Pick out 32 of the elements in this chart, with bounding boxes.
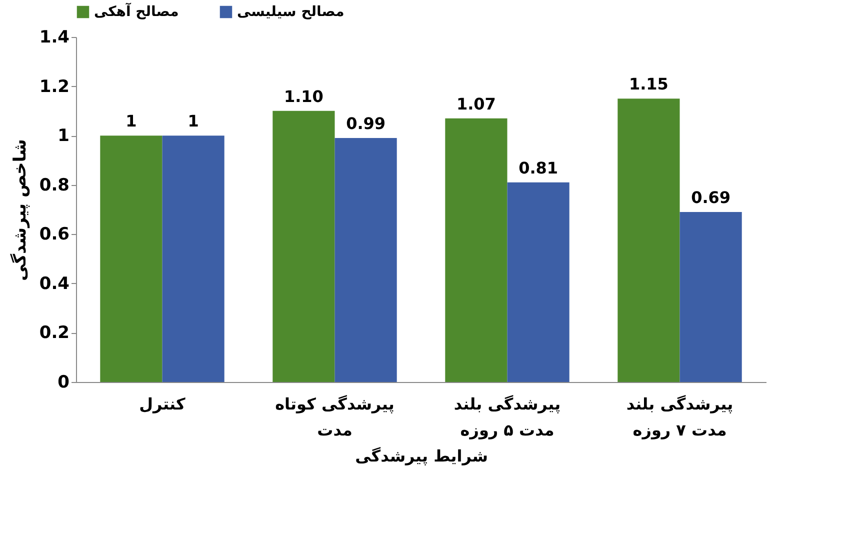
- y-axis-title: شاخص پیرشدگی: [9, 139, 30, 281]
- y-tick-label: 1.2: [39, 76, 70, 97]
- legend-label: مصالح سیلیسی: [237, 4, 344, 20]
- data-label: 0.69: [691, 188, 731, 207]
- bar: [334, 138, 397, 382]
- x-tick-label: پیرشدگی کوتاه مدت: [275, 394, 394, 440]
- y-tick-label: 0.6: [39, 224, 70, 245]
- data-label: 1.07: [456, 94, 496, 114]
- data-label: 1: [188, 112, 199, 131]
- y-tick-label: 1.4: [39, 28, 70, 48]
- data-label: 0.99: [346, 114, 386, 134]
- bar: [680, 212, 742, 382]
- y-tick-label: 0.4: [39, 274, 70, 294]
- bar: [272, 110, 335, 382]
- y-tick-label: 0: [58, 372, 70, 392]
- bar: [162, 136, 224, 382]
- x-tick-label: پیرشدگی بلند مدت ۷ روزه: [626, 394, 734, 440]
- legend-label: مصالح آهکی: [94, 2, 179, 20]
- bar: [507, 182, 570, 382]
- data-label: 1.10: [284, 86, 324, 106]
- data-label: 1: [126, 112, 137, 131]
- bar: [100, 136, 162, 382]
- x-tick-label: کنترل: [139, 394, 186, 414]
- bar: [445, 118, 508, 382]
- y-tick-label: 0.2: [39, 323, 70, 344]
- x-tick-label: پیرشدگی بلند مدت ۵ روزه: [454, 394, 561, 440]
- x-axis-title: شرایط پیرشدگی: [355, 446, 488, 466]
- y-tick-label: 1: [58, 126, 70, 146]
- bar: [618, 98, 680, 382]
- data-label: 0.81: [518, 158, 558, 178]
- data-label: 1.15: [628, 74, 668, 94]
- y-tick-label: 0.8: [39, 175, 70, 196]
